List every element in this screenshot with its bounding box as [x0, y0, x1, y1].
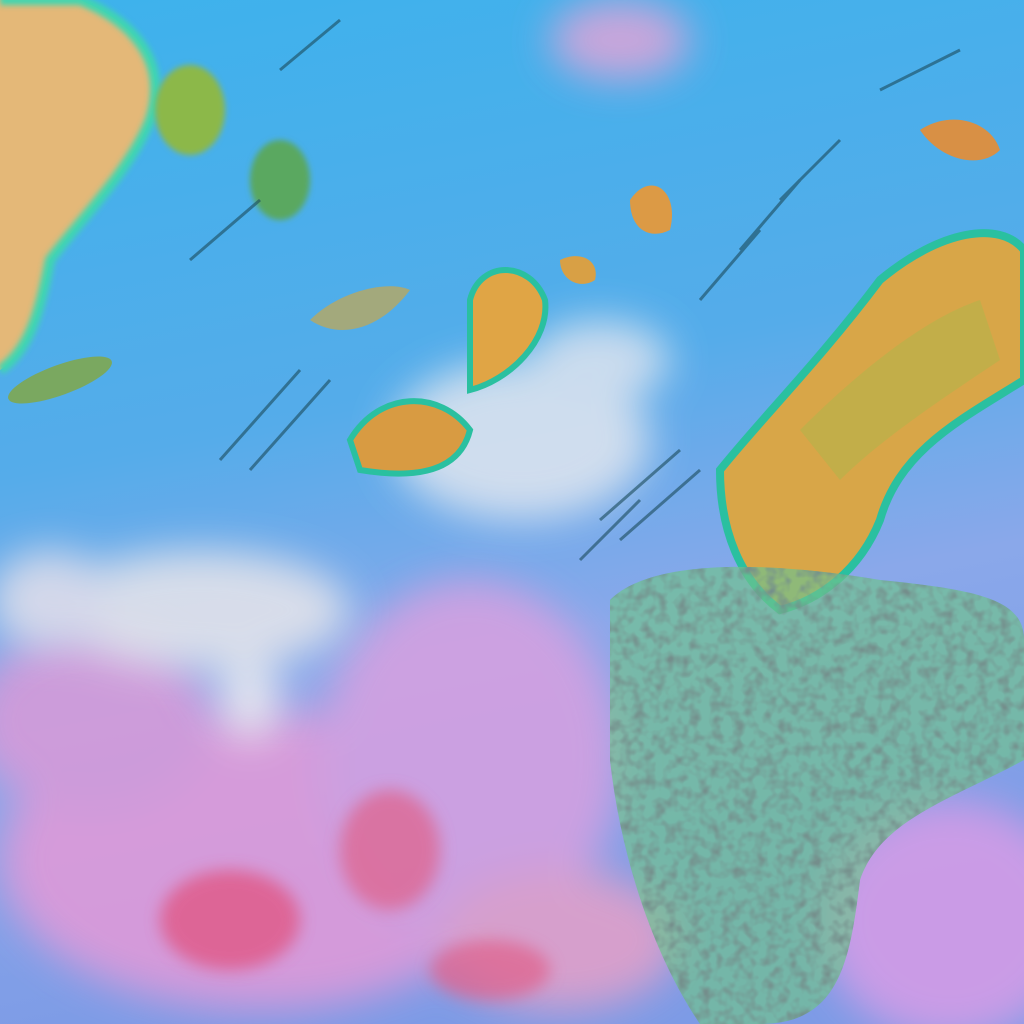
thin-clouds: [0, 320, 670, 740]
cloud-streaks: [189, 18, 961, 562]
land-top-left: [0, 0, 310, 404]
red-patches: [160, 790, 550, 1000]
high-clouds: [310, 119, 1024, 615]
